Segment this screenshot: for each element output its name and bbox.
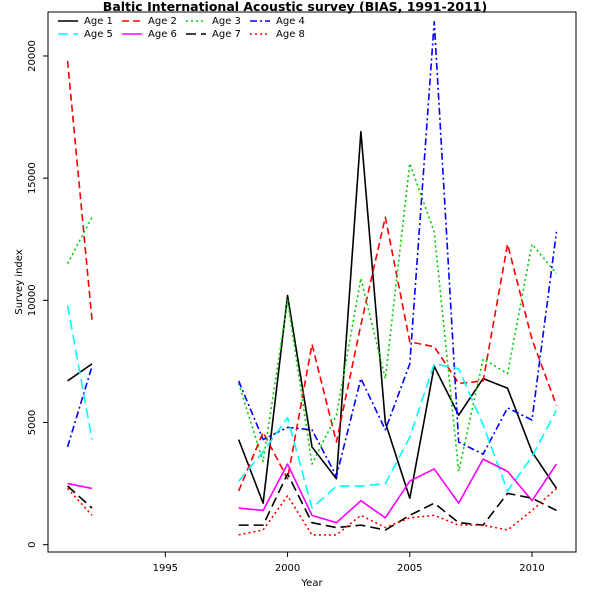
series-line	[66, 162, 558, 473]
legend: Age 1 Age 2 Age 3 Age 4 Age 5 Age 6 Age 7 Age 8	[58, 16, 305, 40]
legend-label: Age 5	[84, 29, 113, 40]
y-axis: 0 5000 10000 15000 20000	[27, 40, 48, 548]
legend-label: Age 4	[276, 16, 305, 27]
chart-title: Baltic International Acoustic survey (BI…	[103, 0, 487, 14]
series-1	[67, 130, 558, 504]
series-line	[66, 487, 557, 536]
series-3	[66, 162, 558, 473]
series-line	[67, 458, 558, 524]
y-tick-label: 20000	[27, 40, 38, 72]
series-7	[67, 473, 557, 531]
legend-label: Age 7	[212, 29, 241, 40]
y-tick-label: 5000	[27, 410, 38, 435]
plot-area-frame	[47, 11, 577, 553]
series-line	[66, 20, 558, 478]
x-tick-label: 2010	[519, 563, 544, 574]
series-6	[67, 458, 558, 524]
series-line	[66, 60, 558, 492]
legend-label: Age 8	[276, 29, 305, 40]
series-line	[67, 473, 557, 531]
x-tick-label: 1995	[153, 563, 178, 574]
legend-item: Age 2	[122, 16, 177, 27]
legend-item: Age 7	[186, 29, 241, 40]
legend-label: Age 1	[84, 16, 113, 27]
legend-item: Age 5	[58, 29, 113, 40]
x-axis-label: Year	[300, 578, 323, 589]
y-axis-label: Survey index	[14, 249, 25, 314]
legend-item: Age 6	[122, 29, 177, 40]
y-tick-label: 15000	[27, 162, 38, 194]
x-tick-label: 2005	[397, 563, 422, 574]
legend-label: Age 3	[212, 16, 241, 27]
legend-item: Age 8	[250, 29, 305, 40]
series-4	[66, 20, 558, 478]
y-tick-label: 0	[27, 541, 38, 547]
series-line	[66, 305, 558, 509]
series-8	[66, 487, 557, 536]
legend-item: Age 1	[58, 16, 113, 27]
x-tick-label: 2000	[275, 563, 300, 574]
series-2	[66, 60, 558, 492]
y-tick-label: 10000	[27, 284, 38, 316]
series-5	[66, 305, 558, 509]
x-axis: 1995 2000 2005 2010	[153, 552, 545, 574]
legend-item: Age 4	[250, 16, 305, 27]
legend-label: Age 2	[148, 16, 177, 27]
series-line	[67, 130, 558, 504]
legend-item: Age 3	[186, 16, 241, 27]
series-layer	[66, 20, 558, 536]
legend-label: Age 6	[148, 29, 177, 40]
